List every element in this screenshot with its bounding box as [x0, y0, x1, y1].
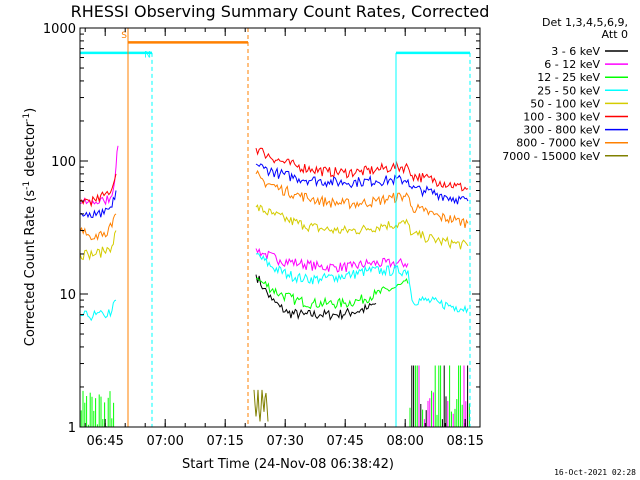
x-axis-label: Start Time (24-Nov-08 06:38:42) — [182, 457, 394, 472]
series-line — [253, 389, 269, 422]
marker-label-S: S — [121, 31, 127, 41]
y-label-main: Corrected Count Rate (s — [23, 190, 38, 347]
series-12to25keV — [255, 277, 409, 310]
legend-label: 6 - 12 keV — [544, 58, 600, 71]
y-label-sup-1: -1 — [22, 181, 32, 190]
x-tick-label: 07:30 — [266, 434, 303, 449]
series-300to800keV — [79, 163, 469, 219]
series-line — [79, 169, 469, 241]
x-axis: 06:45 07:00 07:15 07:30 07:45 08:00 08:15 — [84, 28, 484, 449]
x-tick-label: 07:45 — [326, 434, 363, 449]
legend-item: 50 - 100 keV — [530, 97, 628, 110]
legend-label: 50 - 100 keV — [530, 97, 600, 110]
legend-label: 800 - 7000 keV — [516, 137, 600, 150]
x-tick-label: 07:00 — [146, 434, 183, 449]
legend-label: 7000 - 15000 keV — [502, 150, 600, 163]
legend-label: 300 - 800 keV — [523, 124, 600, 137]
y-tick-label: 1 — [68, 421, 76, 436]
legend-label: 12 - 25 keV — [537, 71, 600, 84]
chart-title: RHESSI Observing Summary Count Rates, Co… — [71, 2, 490, 21]
x-tick-label: 08:00 — [386, 434, 423, 449]
y-tick-label: 100 — [51, 155, 76, 170]
series-line — [79, 163, 469, 219]
series-line — [79, 253, 469, 322]
y-label-sup-2: -1 — [22, 113, 32, 122]
y-label-mid: detector — [23, 121, 38, 181]
series-3to6keV — [255, 274, 377, 321]
y-tick-label: 1000 — [43, 22, 76, 37]
series-100to300keV — [79, 147, 469, 208]
x-tick-label: 07:15 — [206, 434, 243, 449]
series-7000to15000keV — [253, 389, 269, 422]
generation-timestamp: 16-Oct-2021 02:28 — [554, 468, 636, 477]
legend-item: 800 - 7000 keV — [516, 137, 628, 150]
legend-item: 7000 - 15000 keV — [502, 150, 628, 163]
series-line — [79, 204, 469, 261]
marker-label-N: N — [144, 51, 151, 61]
series-line — [255, 274, 377, 321]
y-axis: 1 10 100 1000 — [43, 22, 480, 436]
legend-item: 6 - 12 keV — [544, 58, 628, 71]
series-line — [255, 277, 409, 310]
y-axis-label: Corrected Count Rate (s-1 detector-1) — [22, 108, 38, 346]
x-tick-label: 06:45 — [86, 434, 123, 449]
legend-item: 300 - 800 keV — [523, 124, 628, 137]
legend-header-2: Att 0 — [602, 28, 628, 41]
legend-item: 25 - 50 keV — [537, 84, 628, 97]
legend-item: 12 - 25 keV — [537, 71, 628, 84]
series-25to50keV — [79, 253, 469, 322]
series-6to12keV — [79, 145, 409, 273]
legend-header-1: Det 1,3,4,5,6,9, — [542, 16, 628, 29]
legend-item: 100 - 300 keV — [523, 111, 628, 124]
orbit-markers: SN — [80, 28, 471, 427]
series-800to7000keV — [79, 169, 469, 241]
legend-label: 25 - 50 keV — [537, 84, 600, 97]
y-label-end: ) — [23, 108, 38, 113]
plot-frame — [79, 27, 481, 428]
legend-label: 100 - 300 keV — [523, 111, 600, 124]
legend-label: 3 - 6 keV — [551, 45, 600, 58]
legend-item: 3 - 6 keV — [551, 45, 628, 58]
series-line — [79, 147, 469, 208]
low-count-noise — [80, 365, 470, 427]
x-tick-label: 08:15 — [446, 434, 483, 449]
y-tick-label: 10 — [59, 288, 76, 303]
series-line — [79, 145, 409, 273]
series-50to100keV — [79, 204, 469, 261]
